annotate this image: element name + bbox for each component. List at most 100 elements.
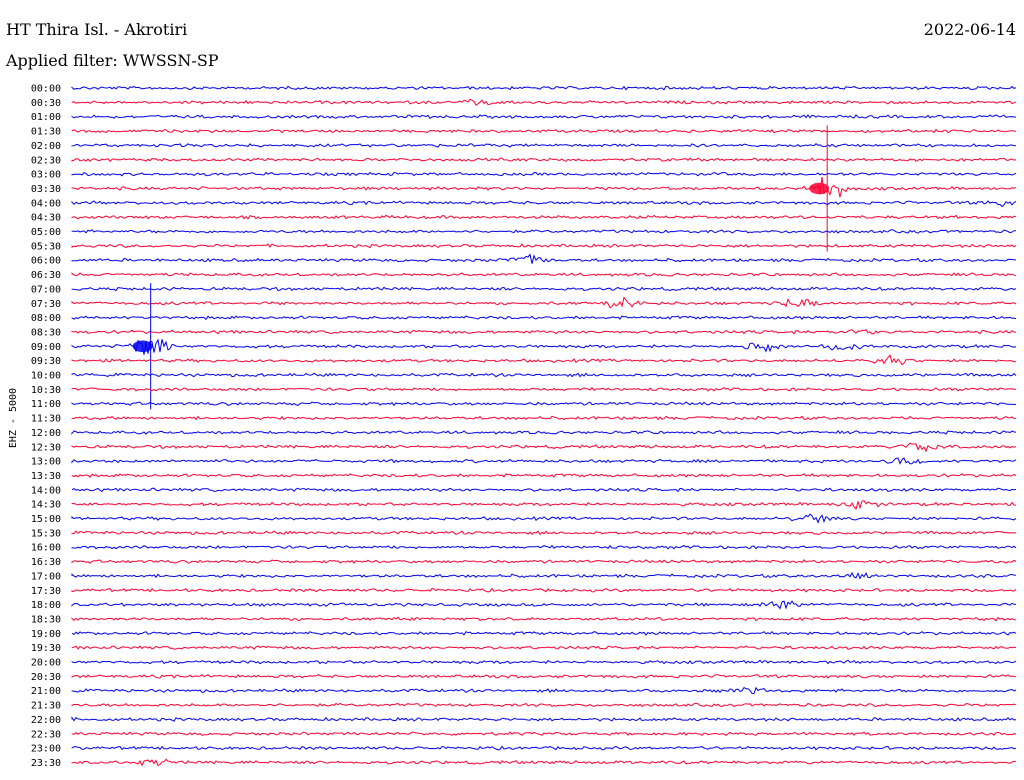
row-time-label: 09:00 xyxy=(31,342,61,353)
row-time-label: 09:30 xyxy=(31,356,61,367)
row-time-label: 16:00 xyxy=(31,543,61,554)
trace-line xyxy=(71,544,1017,550)
trace-line xyxy=(71,128,1017,134)
row-time-label: 22:00 xyxy=(31,715,61,726)
row-time-label: 05:00 xyxy=(31,227,61,238)
row-time-label: 13:30 xyxy=(31,471,61,482)
row-time-label: 18:00 xyxy=(31,600,61,611)
trace-line xyxy=(71,559,1017,564)
trace-line xyxy=(71,338,1017,355)
row-time-label: 23:30 xyxy=(31,758,61,769)
trace-line xyxy=(71,229,1016,234)
trace-line xyxy=(71,716,1017,722)
event-burst xyxy=(809,182,830,195)
trace-line xyxy=(71,286,1017,292)
trace-line xyxy=(71,157,1017,163)
row-time-label: 17:30 xyxy=(31,586,61,597)
station-title: HT Thira Isl. - Akrotiri xyxy=(6,20,188,39)
trace-line xyxy=(71,171,1017,177)
trace-line xyxy=(71,372,1017,378)
trace-line xyxy=(71,530,1017,536)
row-time-label: 01:00 xyxy=(31,112,61,123)
date-label: 2022-06-14 xyxy=(923,20,1016,39)
filter-label: Applied filter: WWSSN-SP xyxy=(6,51,219,70)
trace-line xyxy=(71,686,1017,695)
row-time-label: 20:30 xyxy=(31,672,61,683)
row-time-label: 04:30 xyxy=(31,213,61,224)
trace-line xyxy=(71,85,1017,91)
trace-line xyxy=(71,243,1017,249)
row-time-label: 10:30 xyxy=(31,385,61,396)
trace-line xyxy=(71,457,1017,465)
trace-line xyxy=(71,272,1017,277)
row-time-label: 02:30 xyxy=(31,155,61,166)
trace-line xyxy=(71,430,1017,435)
trace-line xyxy=(71,731,1017,737)
trace-line xyxy=(71,702,1017,708)
row-time-label: 11:00 xyxy=(31,399,61,410)
trace-line xyxy=(71,253,1017,264)
row-time-label: 06:30 xyxy=(31,270,61,281)
trace-line xyxy=(71,674,1017,679)
row-time-label: 06:00 xyxy=(31,256,61,267)
trace-line xyxy=(71,415,1017,421)
row-time-label: 22:30 xyxy=(31,729,61,740)
trace-line xyxy=(71,745,1017,751)
trace-line xyxy=(71,354,1017,366)
trace-line xyxy=(71,387,1017,392)
trace-line xyxy=(71,758,1017,767)
row-time-label: 11:30 xyxy=(31,414,61,425)
row-time-label: 12:00 xyxy=(31,428,61,439)
row-time-label: 21:00 xyxy=(31,686,61,697)
trace-line xyxy=(71,659,1017,665)
trace-line xyxy=(71,296,1017,309)
row-time-label: 18:30 xyxy=(31,614,61,625)
row-time-label: 12:30 xyxy=(31,442,61,453)
trace-line xyxy=(71,200,1017,208)
trace-line xyxy=(71,214,1017,220)
trace-line xyxy=(71,98,1017,106)
trace-line xyxy=(71,600,1017,610)
channel-label: EHZ - 5000 xyxy=(8,388,19,448)
trace-line xyxy=(71,473,1017,478)
trace-line xyxy=(71,645,1017,651)
trace-line xyxy=(71,487,1017,493)
trace-line xyxy=(71,616,1017,622)
row-time-label: 04:00 xyxy=(31,198,61,209)
trace-line xyxy=(71,571,1017,580)
row-time-label: 14:30 xyxy=(31,500,61,511)
row-time-label: 15:00 xyxy=(31,514,61,525)
trace-line xyxy=(71,315,1017,321)
row-time-label: 21:30 xyxy=(31,701,61,712)
row-time-label: 23:00 xyxy=(31,744,61,755)
row-time-label: 08:00 xyxy=(31,313,61,324)
trace-line xyxy=(71,587,1017,593)
row-time-label: 00:30 xyxy=(31,98,61,109)
row-time-label: 15:30 xyxy=(31,528,61,539)
row-time-label: 07:00 xyxy=(31,284,61,295)
trace-line xyxy=(71,513,1017,524)
row-time-label: 17:00 xyxy=(31,571,61,582)
trace-line xyxy=(71,329,1017,335)
event-burst xyxy=(132,340,153,353)
row-time-label: 19:30 xyxy=(31,643,61,654)
row-time-label: 01:30 xyxy=(31,127,61,138)
row-time-label: 07:30 xyxy=(31,299,61,310)
row-time-label: 00:00 xyxy=(31,84,61,95)
row-time-label: 03:30 xyxy=(31,184,61,195)
row-time-label: 16:30 xyxy=(31,557,61,568)
trace-line xyxy=(71,500,1017,511)
trace-line xyxy=(71,176,1017,198)
trace-line xyxy=(71,401,1017,407)
trace-line xyxy=(71,442,1017,453)
row-time-label: 10:00 xyxy=(31,371,61,382)
trace-line xyxy=(71,114,1016,120)
row-time-label: 13:00 xyxy=(31,457,61,468)
row-time-label: 14:00 xyxy=(31,485,61,496)
trace-line xyxy=(71,143,1017,148)
row-time-label: 03:00 xyxy=(31,170,61,181)
row-time-label: 20:00 xyxy=(31,658,61,669)
trace-line xyxy=(71,630,1017,636)
row-time-label: 02:00 xyxy=(31,141,61,152)
